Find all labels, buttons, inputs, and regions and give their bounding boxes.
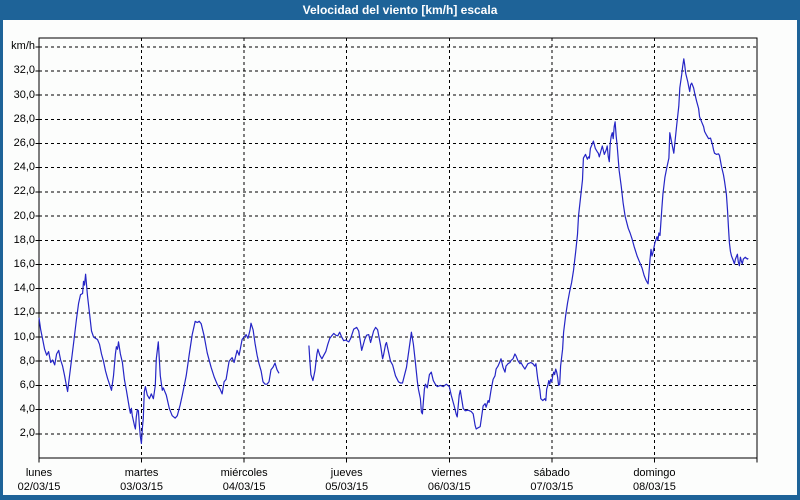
day-date-label: 02/03/15 — [17, 481, 61, 493]
y-tick-label: 8,0 — [19, 354, 35, 367]
day-name-label: domingo — [633, 467, 676, 479]
plot-background — [3, 20, 797, 495]
wind-speed-line — [308, 58, 749, 430]
y-tick-label: 22,0 — [13, 185, 35, 198]
chart-title: Velocidad del viento [km/h] escala — [302, 3, 498, 17]
y-tick-label: 16,0 — [13, 257, 35, 270]
y-tick-label: 4,0 — [19, 403, 35, 416]
day-date-label: 06/03/15 — [427, 481, 471, 493]
day-date-label: 04/03/15 — [222, 481, 266, 493]
y-tick-label: 14,0 — [13, 282, 35, 295]
y-tick-label: 18,0 — [13, 233, 35, 246]
day-name-label: viernes — [431, 467, 468, 479]
day-name-label: jueves — [330, 467, 363, 479]
wind-speed-line — [38, 273, 280, 445]
day-name-label: miércoles — [220, 467, 268, 479]
y-tick-label: 32,0 — [13, 64, 35, 77]
y-tick-label: 2,0 — [19, 427, 35, 440]
day-name-label: lunes — [25, 467, 53, 479]
day-name-label: sábado — [533, 467, 570, 479]
day-date-label: 03/03/15 — [120, 481, 163, 493]
y-tick-label: 30,0 — [13, 88, 35, 101]
y-axis-unit-label: km/h — [11, 40, 35, 52]
y-tick-label: 24,0 — [13, 161, 35, 174]
day-name-label: martes — [124, 467, 159, 479]
y-tick-label: 28,0 — [13, 112, 35, 125]
day-date-label: 07/03/15 — [530, 481, 574, 493]
y-tick-label: 26,0 — [13, 137, 35, 150]
day-date-label: 08/03/15 — [633, 481, 676, 493]
title-bar: Velocidad del viento [km/h] escala — [0, 0, 800, 20]
y-tick-label: 6,0 — [19, 378, 35, 391]
plot-border — [38, 37, 758, 459]
day-date-label: 05/03/15 — [325, 481, 369, 493]
y-tick-label: 12,0 — [13, 306, 35, 319]
y-tick-label: 10,0 — [13, 330, 35, 343]
y-tick-label: 20,0 — [13, 209, 35, 222]
